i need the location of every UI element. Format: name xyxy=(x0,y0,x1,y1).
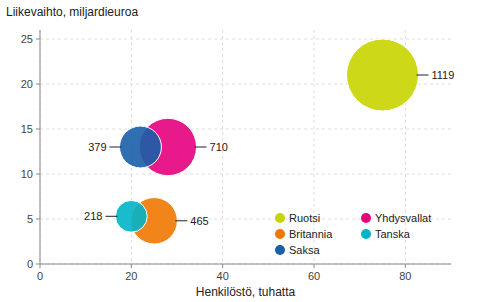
tick-x xyxy=(40,264,41,268)
legend-marker xyxy=(361,229,371,239)
tick-label-y: 20 xyxy=(21,78,33,90)
tick-label-x: 80 xyxy=(399,270,411,282)
tick-label-y: 5 xyxy=(27,213,33,225)
tick-x xyxy=(314,264,315,268)
legend-label: Saksa xyxy=(289,244,320,256)
y-axis-title: Liikevaihto, miljardieuroa xyxy=(6,5,138,19)
grid-line-y xyxy=(40,129,451,130)
legend-marker xyxy=(275,245,285,255)
legend-item: Ruotsi xyxy=(275,212,320,224)
leader-line xyxy=(105,216,117,217)
tick-label-y: 25 xyxy=(21,33,33,45)
tick-y xyxy=(36,219,40,220)
grid-line-x xyxy=(40,30,41,264)
legend-item: Tanska xyxy=(361,228,411,240)
chart: 0 20 40 60 80 0 5 10 15 20 25 Liikevaihto, miljardi… xyxy=(0,0,491,302)
tick-label-x: 60 xyxy=(308,270,320,282)
legend-marker xyxy=(275,213,285,223)
grid-line-y xyxy=(40,174,451,175)
axis-y xyxy=(40,30,41,264)
tick-y xyxy=(36,84,40,85)
tick-y xyxy=(36,39,40,40)
data-label: 379 xyxy=(88,141,106,153)
legend: Ruotsi Yhdysvallat Britannia Tanska Saksa xyxy=(275,212,431,256)
legend-label: Yhdysvallat xyxy=(375,212,431,224)
tick-label-x: 0 xyxy=(37,270,43,282)
data-label: 465 xyxy=(190,215,208,227)
tick-y xyxy=(36,174,40,175)
legend-label: Britannia xyxy=(289,228,333,240)
tick-x xyxy=(222,264,223,268)
bubbles xyxy=(115,39,418,244)
legend-item: Britannia xyxy=(275,228,333,240)
tick-label-y: 15 xyxy=(21,123,33,135)
data-label: 1119 xyxy=(432,69,455,81)
tick-label-x: 20 xyxy=(125,270,137,282)
legend-label: Tanska xyxy=(375,228,411,240)
legend-marker xyxy=(361,213,371,223)
x-axis-title: Henkilöstö, tuhatta xyxy=(196,285,296,299)
leader-line xyxy=(195,147,207,148)
tick-x xyxy=(405,264,406,268)
bubble xyxy=(347,39,419,111)
bubble xyxy=(120,126,162,168)
legend-label: Ruotsi xyxy=(289,212,320,224)
tick-x xyxy=(131,264,132,268)
legend-item: Saksa xyxy=(275,244,320,256)
data-label: 218 xyxy=(84,210,102,222)
axis-x xyxy=(40,264,451,265)
legend-marker xyxy=(275,229,285,239)
leader-line xyxy=(417,75,429,76)
tick-label-y: 10 xyxy=(21,168,33,180)
leader-line xyxy=(175,220,187,221)
tick-label-x: 40 xyxy=(217,270,229,282)
tick-label-y: 0 xyxy=(27,258,33,270)
grid xyxy=(40,30,451,264)
tick-y xyxy=(36,264,40,265)
tick-y xyxy=(36,129,40,130)
data-label: 710 xyxy=(210,141,228,153)
legend-item: Yhdysvallat xyxy=(361,212,431,224)
grid-line-y xyxy=(40,264,451,265)
bubble xyxy=(115,200,147,232)
leader-line xyxy=(110,147,122,148)
